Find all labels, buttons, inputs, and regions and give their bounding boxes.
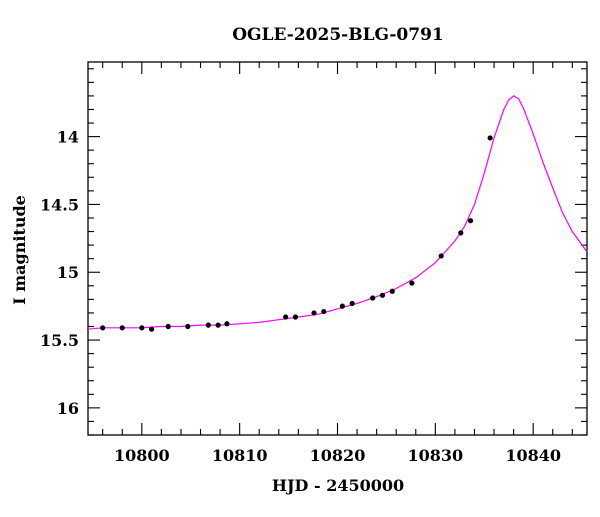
data-point: [349, 300, 355, 307]
data-point: [379, 292, 386, 298]
x-axis-label: HJD - 2450000: [272, 476, 404, 495]
data-point: [467, 218, 474, 224]
data-point: [283, 314, 289, 320]
data-point: [224, 321, 230, 327]
data-point: [409, 280, 415, 286]
data-point: [389, 288, 395, 294]
data-point: [321, 308, 327, 315]
data-point: [205, 322, 211, 328]
y-tick-label: 14.5: [40, 195, 79, 214]
data-point: [370, 295, 376, 301]
data-points: [100, 135, 493, 332]
model-curve: [87, 95, 588, 330]
data-point: [292, 314, 299, 320]
data-point: [119, 325, 125, 331]
x-tick-label: 10810: [212, 446, 268, 465]
axis-tick-labels: 10800 10810 10820 10830 10840 14 14.5 15 15.5 16: [40, 128, 561, 465]
data-point: [148, 326, 155, 332]
plot-frame: [87, 61, 588, 436]
data-point: [165, 323, 171, 330]
x-tick-label: 10840: [505, 446, 561, 465]
data-point: [100, 325, 106, 331]
data-point: [311, 310, 317, 316]
x-tick-label: 10800: [114, 446, 170, 465]
data-point: [438, 253, 444, 259]
x-tick-label: 10830: [408, 446, 464, 465]
y-tick-label: 15.5: [40, 331, 79, 350]
chart-title: OGLE-2025-BLG-0791: [232, 25, 444, 45]
y-tick-label: 14: [57, 128, 79, 147]
data-point: [139, 325, 145, 331]
data-point: [215, 322, 221, 328]
x-tick-label: 10820: [310, 446, 366, 465]
y-axis-label: I magnitude: [10, 195, 29, 305]
data-point: [458, 230, 464, 236]
y-tick-label: 15: [57, 263, 79, 282]
data-point: [185, 323, 191, 330]
y-tick-label: 16: [57, 399, 79, 418]
data-point: [487, 135, 493, 141]
axis-ticks: [88, 62, 587, 436]
data-point: [339, 303, 345, 309]
